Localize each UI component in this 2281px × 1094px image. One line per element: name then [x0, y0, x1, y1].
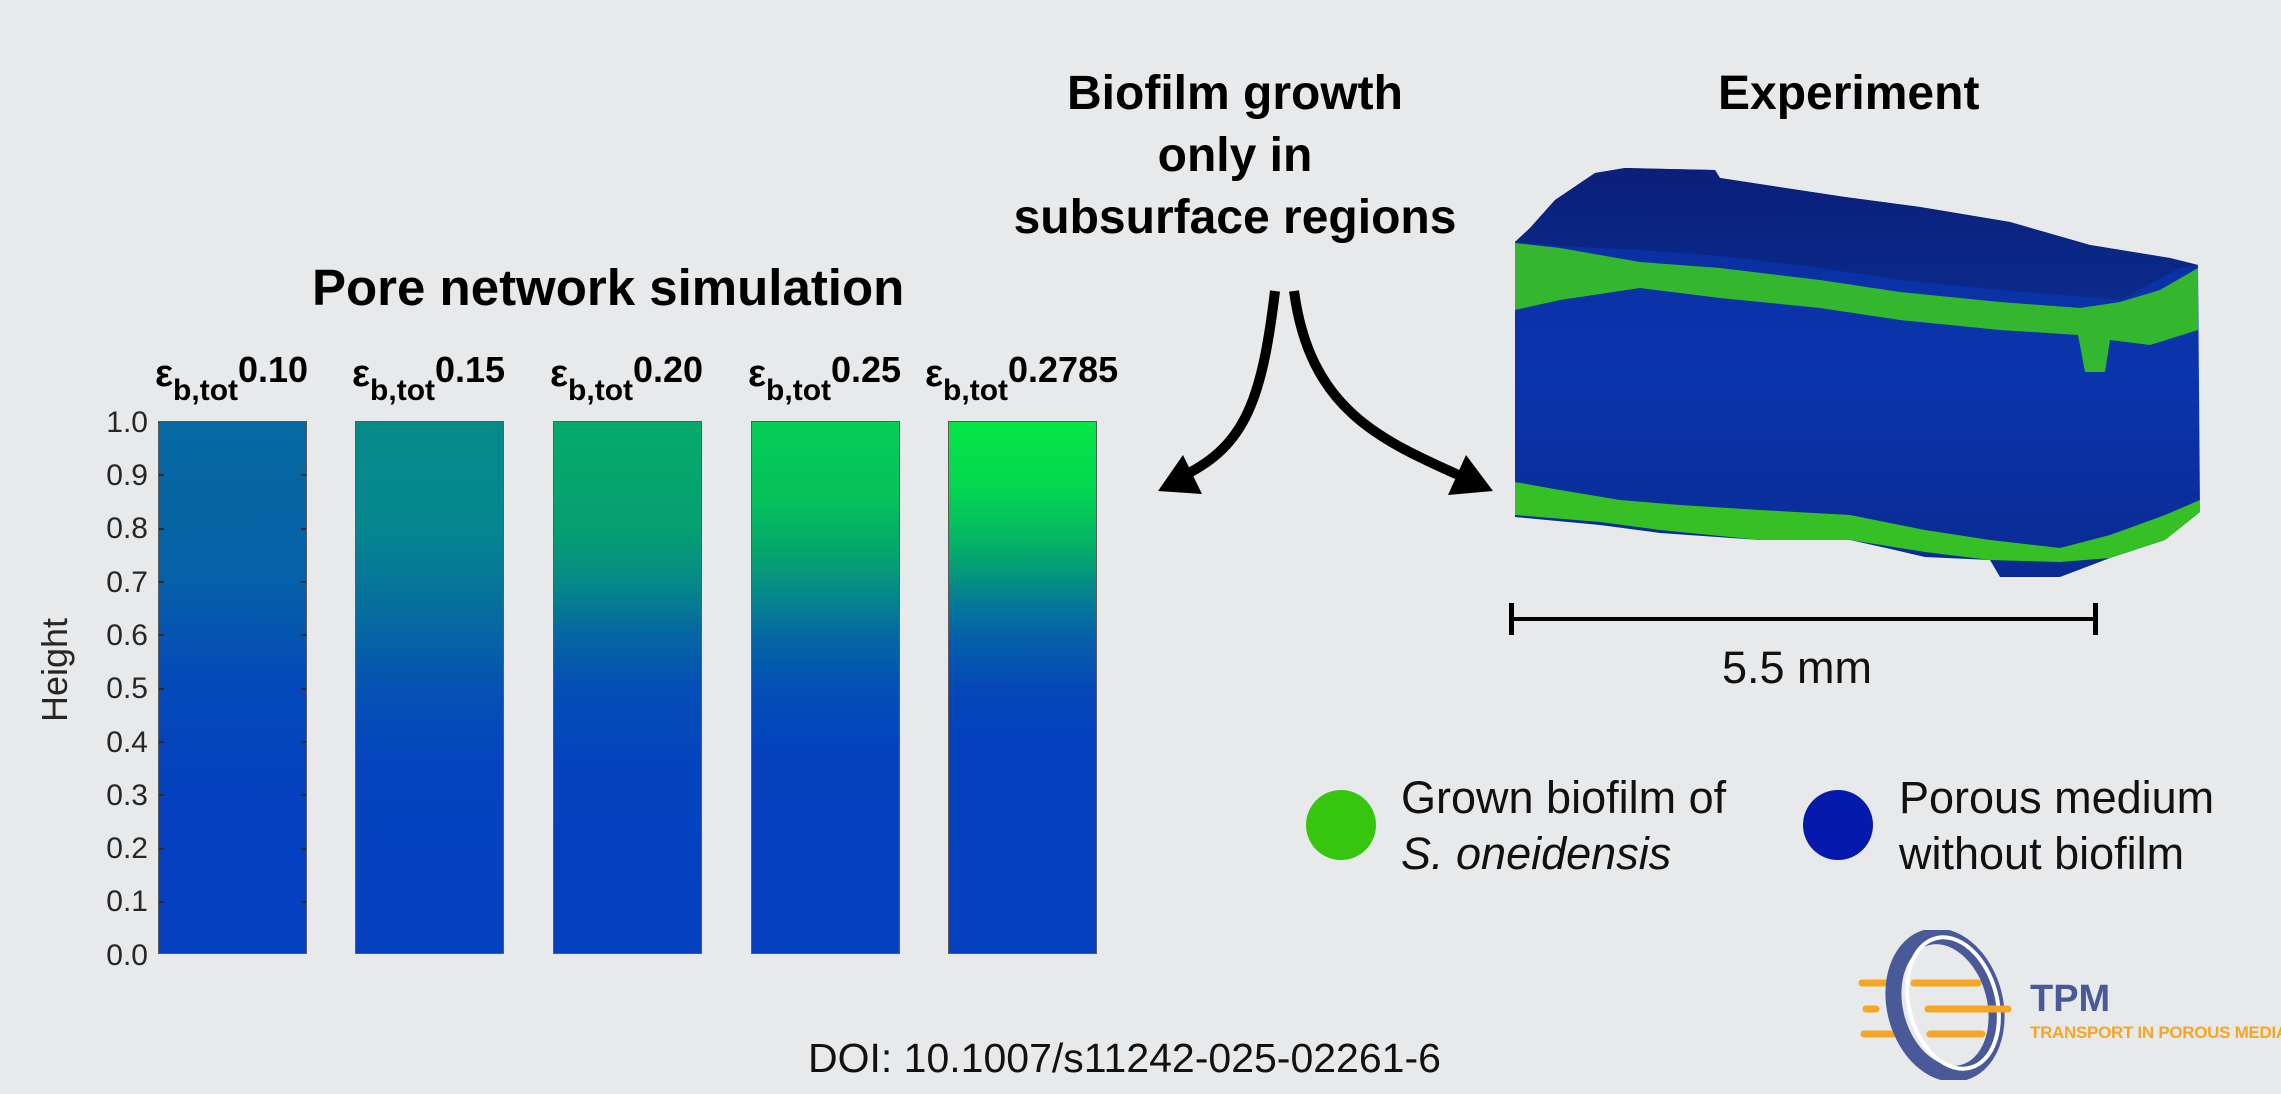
legend-porous-label: Porous medium without biofilm: [1899, 772, 2215, 879]
tpm-logo-acronym: TPM: [2030, 978, 2111, 1020]
center-caption: Biofilm growth only in subsurface region…: [980, 63, 1490, 249]
y-tick-label: 0.7: [106, 566, 148, 599]
scale-bar-tick-right: [2093, 603, 2098, 635]
experiment-title: Experiment: [1718, 67, 1980, 120]
scale-bar: [1510, 617, 2096, 621]
y-tick-label: 0.8: [106, 512, 148, 545]
experiment-3d-scan: [1515, 168, 2200, 577]
y-tick-label: 0.9: [106, 459, 148, 492]
doi-text: DOI: 10.1007/s11242-025-02261-6: [808, 1035, 1441, 1081]
legend-biofilm-label: Grown biofilm of S. oneidensis: [1401, 772, 1727, 879]
center-caption-line3: subsurface regions: [1013, 191, 1457, 244]
scale-bar-label: 5.5 mm: [1722, 642, 1873, 693]
bar-label: εb,tot0.20: [550, 349, 704, 407]
bar-0.15: [355, 421, 504, 954]
tpm-logo-fullname: TRANSPORT IN POROUS MEDIA: [2030, 1023, 2281, 1042]
bar-label: εb,tot0.2785: [925, 349, 1119, 407]
y-tick-label: 0.5: [106, 672, 148, 705]
y-axis: 1.0 0.9 0.8 0.7 0.6 0.5 0.4 0.3 0.2 0.1 …: [60, 0, 148, 1094]
bar-0.20: [553, 421, 702, 954]
bar-label: εb,tot0.10: [155, 349, 309, 407]
bar-label: εb,tot0.25: [748, 349, 902, 407]
tpm-logo-icon: [1858, 930, 2012, 1080]
legend-porous-swatch: [1803, 790, 1873, 860]
y-tick-label: 0.2: [106, 832, 148, 865]
y-tick-label: 0.6: [106, 619, 148, 652]
center-caption-line2: only in: [1157, 129, 1313, 182]
legend-biofilm-swatch: [1306, 790, 1376, 860]
scale-bar-tick-left: [1509, 603, 1514, 635]
bar-0.2785: [948, 421, 1097, 954]
center-caption-line1: Biofilm growth: [1067, 67, 1403, 120]
simulation-title: Pore network simulation: [312, 259, 905, 316]
y-tick-label: 0.0: [106, 939, 148, 972]
bar-0.25: [751, 421, 900, 954]
bar-0.10: [158, 421, 307, 954]
y-tick-label: 0.4: [106, 726, 148, 759]
y-tick-label: 1.0: [106, 406, 148, 439]
bar-label: εb,tot0.15: [352, 349, 506, 407]
y-tick-label: 0.3: [106, 779, 148, 812]
y-tick-label: 0.1: [106, 885, 148, 918]
